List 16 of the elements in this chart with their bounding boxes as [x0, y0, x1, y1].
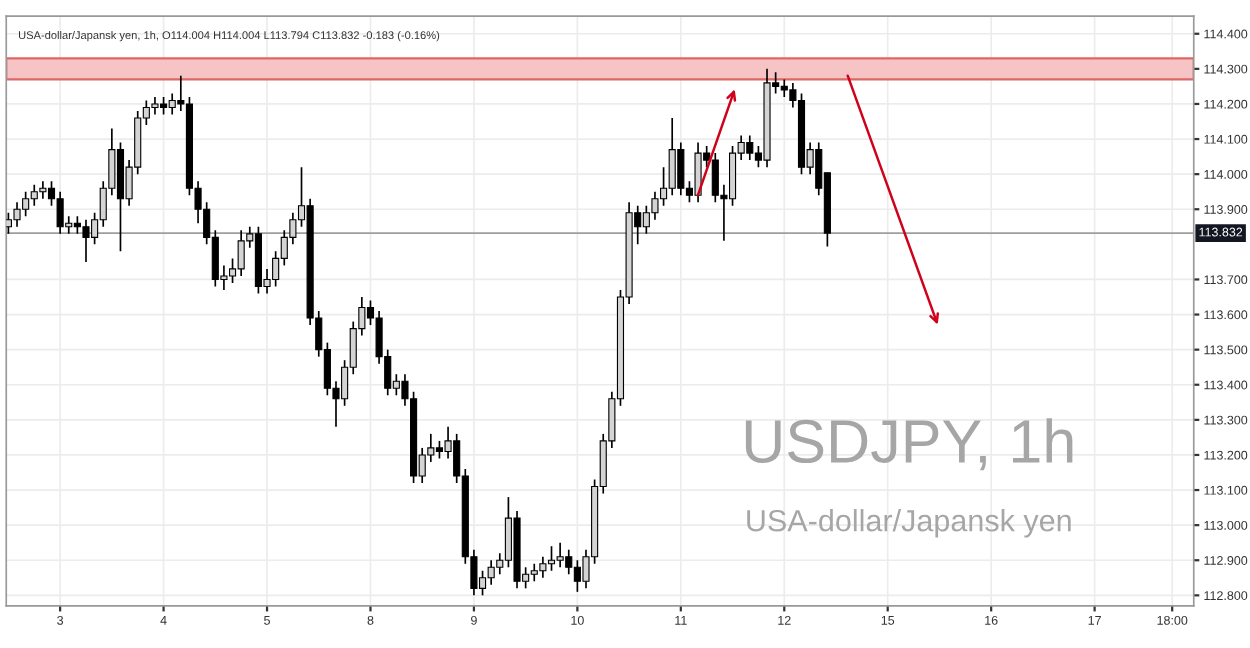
candlestick [39, 180, 47, 200]
candlestick [651, 190, 659, 221]
candlestick [82, 218, 90, 263]
candlestick [556, 541, 564, 569]
candlestick [237, 229, 245, 277]
candlestick [668, 117, 676, 197]
candlestick [487, 559, 495, 586]
candlestick [539, 555, 547, 579]
candlestick [56, 190, 64, 235]
candlestick [677, 141, 685, 197]
text: USA-dollar/Japansk yen [747, 509, 1071, 538]
candlestick [168, 92, 176, 116]
text: USDJPY, 1h [745, 418, 1073, 471]
candlestick [694, 141, 702, 204]
candlestick [13, 201, 21, 228]
candlestick [728, 145, 737, 207]
